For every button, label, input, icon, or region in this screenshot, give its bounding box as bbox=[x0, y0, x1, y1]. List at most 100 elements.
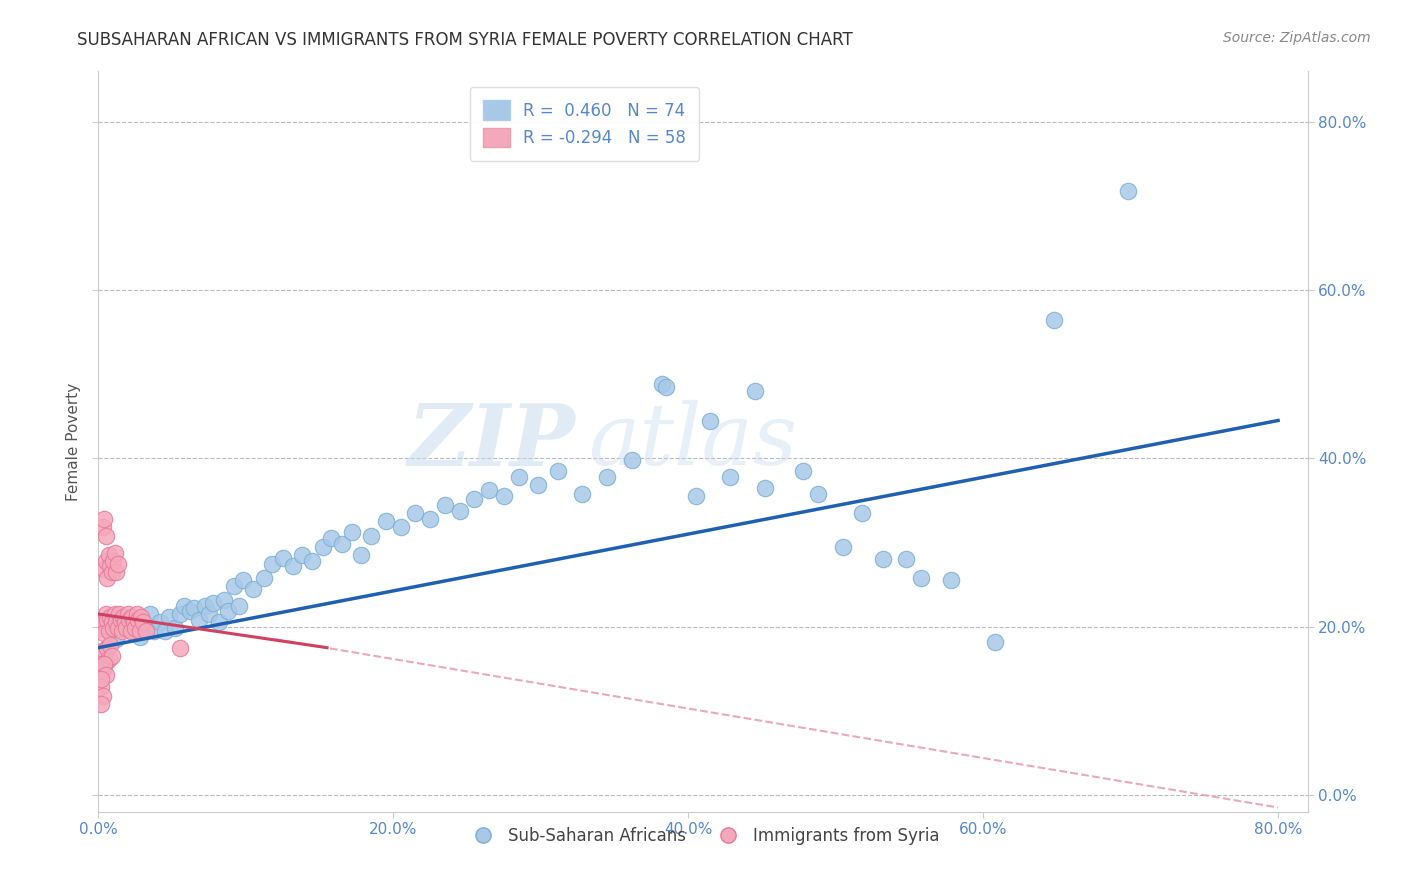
Point bbox=[179, 605, 201, 619]
Point bbox=[281, 559, 304, 574]
Point bbox=[128, 630, 150, 644]
Point bbox=[90, 680, 112, 694]
Point bbox=[128, 624, 150, 638]
Point bbox=[291, 548, 314, 562]
Point bbox=[90, 621, 112, 635]
Point bbox=[463, 491, 485, 506]
Point bbox=[135, 624, 157, 638]
Point bbox=[98, 624, 121, 638]
Point bbox=[100, 615, 122, 630]
Point bbox=[98, 609, 121, 624]
Point bbox=[93, 562, 115, 576]
Point bbox=[91, 689, 114, 703]
Point bbox=[98, 559, 121, 574]
Point bbox=[153, 624, 176, 638]
Point bbox=[187, 613, 209, 627]
Point bbox=[340, 525, 363, 540]
Point bbox=[124, 615, 146, 630]
Point bbox=[350, 548, 373, 562]
Point bbox=[419, 512, 441, 526]
Point bbox=[508, 470, 530, 484]
Point bbox=[101, 621, 124, 635]
Point bbox=[97, 624, 120, 638]
Point bbox=[111, 624, 134, 638]
Point bbox=[93, 657, 115, 672]
Point bbox=[96, 613, 118, 627]
Point bbox=[90, 672, 112, 686]
Point bbox=[121, 609, 143, 624]
Point bbox=[165, 621, 187, 635]
Point bbox=[120, 624, 142, 638]
Point bbox=[262, 557, 284, 571]
Point bbox=[375, 515, 398, 529]
Point bbox=[169, 640, 191, 655]
Point bbox=[96, 640, 118, 655]
Point bbox=[104, 607, 127, 621]
Point bbox=[105, 632, 128, 647]
Point bbox=[939, 574, 962, 588]
Point bbox=[135, 619, 157, 633]
Point bbox=[1043, 312, 1066, 326]
Point bbox=[94, 668, 117, 682]
Point bbox=[194, 599, 217, 613]
Point bbox=[114, 611, 136, 625]
Point bbox=[699, 413, 721, 427]
Point bbox=[112, 609, 135, 624]
Point bbox=[198, 607, 221, 621]
Point bbox=[228, 599, 250, 613]
Point bbox=[596, 470, 619, 484]
Point bbox=[124, 621, 146, 635]
Point bbox=[984, 634, 1007, 648]
Point bbox=[651, 377, 673, 392]
Point bbox=[118, 613, 141, 627]
Point bbox=[208, 615, 231, 630]
Point bbox=[547, 464, 569, 478]
Point bbox=[107, 621, 129, 635]
Point bbox=[910, 571, 932, 585]
Point bbox=[478, 483, 501, 498]
Point bbox=[330, 537, 353, 551]
Text: atlas: atlas bbox=[588, 401, 797, 483]
Point bbox=[108, 607, 131, 621]
Point bbox=[321, 531, 343, 545]
Point bbox=[117, 607, 139, 621]
Point bbox=[173, 599, 195, 613]
Point bbox=[94, 607, 117, 621]
Point bbox=[872, 552, 894, 566]
Text: ZIP: ZIP bbox=[408, 400, 576, 483]
Point bbox=[389, 520, 412, 534]
Point bbox=[527, 478, 550, 492]
Point bbox=[105, 565, 128, 579]
Point bbox=[232, 574, 254, 588]
Point bbox=[157, 609, 180, 624]
Point bbox=[222, 579, 245, 593]
Point bbox=[744, 384, 766, 398]
Point bbox=[571, 486, 593, 500]
Point bbox=[492, 489, 515, 503]
Point bbox=[685, 489, 707, 503]
Point bbox=[311, 540, 333, 554]
Point bbox=[100, 649, 122, 664]
Point bbox=[91, 615, 114, 630]
Point bbox=[718, 470, 741, 484]
Point bbox=[93, 643, 115, 657]
Point bbox=[127, 613, 149, 627]
Point bbox=[832, 540, 855, 554]
Point bbox=[110, 613, 132, 627]
Point bbox=[91, 664, 114, 678]
Point bbox=[94, 529, 117, 543]
Point bbox=[621, 453, 644, 467]
Point bbox=[169, 607, 191, 621]
Y-axis label: Female Poverty: Female Poverty bbox=[66, 383, 82, 500]
Point bbox=[792, 464, 814, 478]
Point bbox=[97, 548, 120, 562]
Point bbox=[94, 554, 117, 568]
Point bbox=[97, 651, 120, 665]
Text: Source: ZipAtlas.com: Source: ZipAtlas.com bbox=[1223, 31, 1371, 45]
Point bbox=[360, 529, 382, 543]
Point bbox=[202, 596, 225, 610]
Point bbox=[139, 607, 162, 621]
Point bbox=[217, 605, 239, 619]
Point bbox=[896, 552, 918, 566]
Point bbox=[449, 503, 471, 517]
